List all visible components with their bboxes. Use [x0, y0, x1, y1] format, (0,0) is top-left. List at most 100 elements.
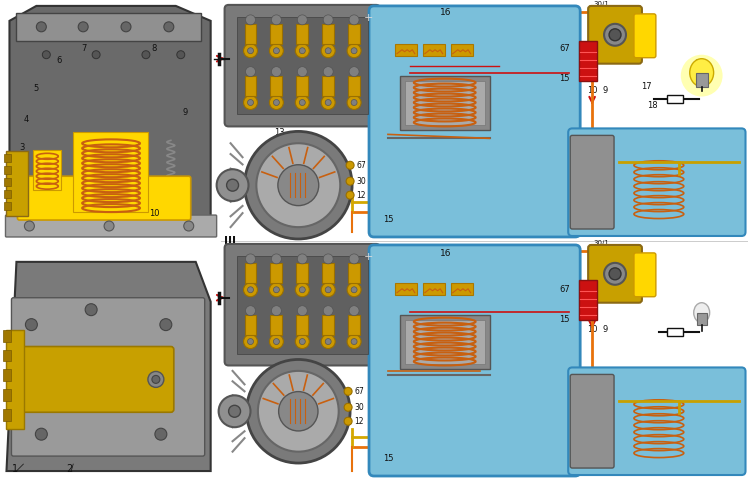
FancyBboxPatch shape — [13, 346, 174, 412]
Circle shape — [160, 319, 172, 331]
Text: 86: 86 — [599, 468, 609, 477]
Circle shape — [344, 417, 352, 425]
Bar — [244, 315, 256, 334]
Text: 15: 15 — [560, 74, 570, 82]
Bar — [33, 150, 62, 190]
Circle shape — [35, 428, 47, 440]
Bar — [4, 369, 11, 381]
Bar — [322, 24, 334, 44]
Bar — [244, 76, 256, 95]
Bar — [4, 409, 11, 421]
Circle shape — [248, 48, 254, 54]
Circle shape — [248, 339, 254, 344]
Circle shape — [269, 334, 284, 349]
Text: 10: 10 — [226, 178, 236, 187]
Circle shape — [244, 44, 257, 57]
Circle shape — [142, 51, 150, 59]
Circle shape — [245, 254, 256, 264]
Text: 4: 4 — [23, 115, 28, 125]
Circle shape — [349, 306, 359, 316]
Text: 5: 5 — [33, 83, 38, 92]
Circle shape — [269, 283, 284, 297]
Circle shape — [248, 287, 254, 293]
Circle shape — [323, 67, 333, 77]
Bar — [667, 328, 682, 336]
Text: 15: 15 — [596, 6, 606, 15]
Text: +: + — [364, 252, 374, 262]
Bar — [296, 263, 308, 283]
Text: 16: 16 — [440, 8, 452, 17]
Circle shape — [36, 22, 46, 32]
Circle shape — [326, 48, 332, 54]
Circle shape — [344, 403, 352, 411]
Bar — [236, 17, 368, 114]
Circle shape — [299, 48, 305, 54]
Bar — [271, 24, 282, 44]
Circle shape — [297, 67, 307, 77]
Bar — [697, 313, 706, 325]
Circle shape — [296, 44, 309, 57]
FancyBboxPatch shape — [224, 5, 380, 126]
Circle shape — [247, 359, 350, 463]
Circle shape — [351, 287, 357, 293]
FancyBboxPatch shape — [369, 245, 580, 476]
Circle shape — [349, 254, 359, 264]
Text: 85: 85 — [639, 229, 649, 238]
Circle shape — [244, 131, 352, 239]
Circle shape — [609, 268, 621, 280]
Bar — [4, 389, 11, 401]
Circle shape — [274, 287, 280, 293]
Circle shape — [92, 51, 100, 59]
Text: 30/51: 30/51 — [684, 470, 704, 476]
Circle shape — [25, 221, 34, 231]
Bar — [244, 24, 256, 44]
Circle shape — [349, 67, 359, 77]
Circle shape — [279, 392, 318, 431]
Text: 12: 12 — [354, 417, 364, 426]
Circle shape — [42, 51, 50, 59]
Bar — [296, 24, 308, 44]
Text: 15: 15 — [383, 454, 394, 463]
Circle shape — [346, 191, 354, 199]
Text: 67: 67 — [354, 388, 364, 396]
Text: 10: 10 — [149, 209, 160, 218]
Circle shape — [321, 283, 335, 297]
FancyBboxPatch shape — [5, 215, 217, 237]
Text: 86: 86 — [599, 229, 609, 238]
Text: 15: 15 — [383, 215, 394, 224]
Text: 30: 30 — [356, 177, 366, 186]
Circle shape — [245, 306, 256, 316]
Text: 87а: 87а — [572, 470, 586, 476]
Bar — [4, 330, 11, 342]
Text: 10: 10 — [587, 325, 598, 333]
Circle shape — [609, 29, 621, 41]
Bar — [667, 94, 682, 103]
Bar — [395, 44, 417, 56]
Text: 20: 20 — [575, 129, 586, 138]
Circle shape — [326, 339, 332, 344]
Circle shape — [244, 95, 257, 110]
FancyBboxPatch shape — [568, 128, 746, 236]
Bar — [74, 132, 148, 212]
Bar — [4, 190, 11, 198]
Text: 16: 16 — [440, 249, 452, 258]
Circle shape — [347, 334, 361, 349]
Text: 67: 67 — [560, 44, 570, 53]
Bar — [236, 256, 368, 354]
FancyBboxPatch shape — [224, 244, 380, 365]
Circle shape — [258, 371, 339, 452]
Circle shape — [248, 100, 254, 105]
Bar — [4, 154, 11, 162]
Bar — [7, 151, 28, 216]
Text: 30/1: 30/1 — [593, 1, 609, 7]
Text: 85: 85 — [639, 468, 649, 477]
Polygon shape — [7, 262, 211, 471]
Bar — [405, 319, 484, 365]
Text: 14: 14 — [296, 155, 306, 164]
Text: 10: 10 — [587, 86, 598, 94]
FancyBboxPatch shape — [570, 136, 614, 229]
FancyBboxPatch shape — [634, 253, 656, 297]
Bar — [400, 315, 490, 369]
Circle shape — [121, 22, 131, 32]
Text: 6: 6 — [56, 56, 62, 65]
